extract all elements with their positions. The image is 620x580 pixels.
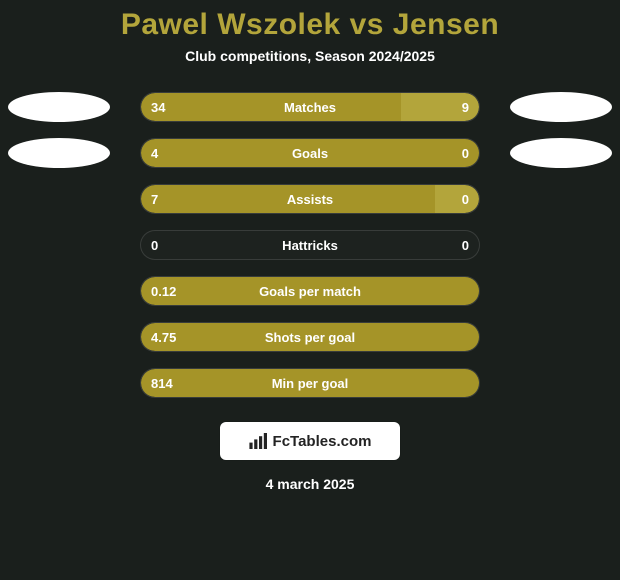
stat-bar: 0 Hattricks 0 — [140, 230, 480, 260]
bar-fill-left — [141, 93, 401, 121]
player-badge-left — [8, 92, 110, 122]
stat-row: 4.75 Shots per goal — [0, 322, 620, 352]
stat-bar: 4.75 Shots per goal — [140, 322, 480, 352]
report-date: 4 march 2025 — [266, 476, 355, 492]
bar-chart-icon — [249, 433, 269, 449]
stat-value-right: 0 — [462, 146, 469, 161]
logo-text: FcTables.com — [273, 433, 372, 450]
stat-label: Goals per match — [259, 284, 361, 299]
stat-value-left: 814 — [151, 376, 173, 391]
stat-value-right: 0 — [462, 192, 469, 207]
stat-bar: 0.12 Goals per match — [140, 276, 480, 306]
bar-fill-right — [435, 185, 479, 213]
stat-row: 7 Assists 0 — [0, 184, 620, 214]
stat-label: Matches — [284, 100, 336, 115]
stat-bar: 34 Matches 9 — [140, 92, 480, 122]
stats-rows: 34 Matches 9 4 Goals 0 7 Assists 0 0 Hattricks 0 0.1… — [0, 92, 620, 398]
page-subtitle: Club competitions, Season 2024/2025 — [185, 48, 435, 64]
stat-value-left: 4 — [151, 146, 158, 161]
stat-label: Hattricks — [282, 238, 338, 253]
stat-value-left: 34 — [151, 100, 165, 115]
stat-label: Shots per goal — [265, 330, 355, 345]
stat-bar: 7 Assists 0 — [140, 184, 480, 214]
player-badge-right — [510, 92, 612, 122]
stat-label: Min per goal — [272, 376, 349, 391]
stat-label: Assists — [287, 192, 333, 207]
stat-value-right: 9 — [462, 100, 469, 115]
site-logo[interactable]: FcTables.com — [220, 422, 400, 460]
stat-row: 4 Goals 0 — [0, 138, 620, 168]
stat-bar: 4 Goals 0 — [140, 138, 480, 168]
stat-row: 34 Matches 9 — [0, 92, 620, 122]
player-badge-right — [510, 138, 612, 168]
stat-row: 0.12 Goals per match — [0, 276, 620, 306]
stat-value-left: 7 — [151, 192, 158, 207]
stat-value-left: 0 — [151, 238, 158, 253]
page-title: Pawel Wszolek vs Jensen — [121, 8, 499, 42]
stat-value-left: 4.75 — [151, 330, 176, 345]
stat-value-right: 0 — [462, 238, 469, 253]
stat-row: 814 Min per goal — [0, 368, 620, 398]
player-badge-left — [8, 138, 110, 168]
stat-label: Goals — [292, 146, 328, 161]
stat-bar: 814 Min per goal — [140, 368, 480, 398]
stat-row: 0 Hattricks 0 — [0, 230, 620, 260]
stat-value-left: 0.12 — [151, 284, 176, 299]
